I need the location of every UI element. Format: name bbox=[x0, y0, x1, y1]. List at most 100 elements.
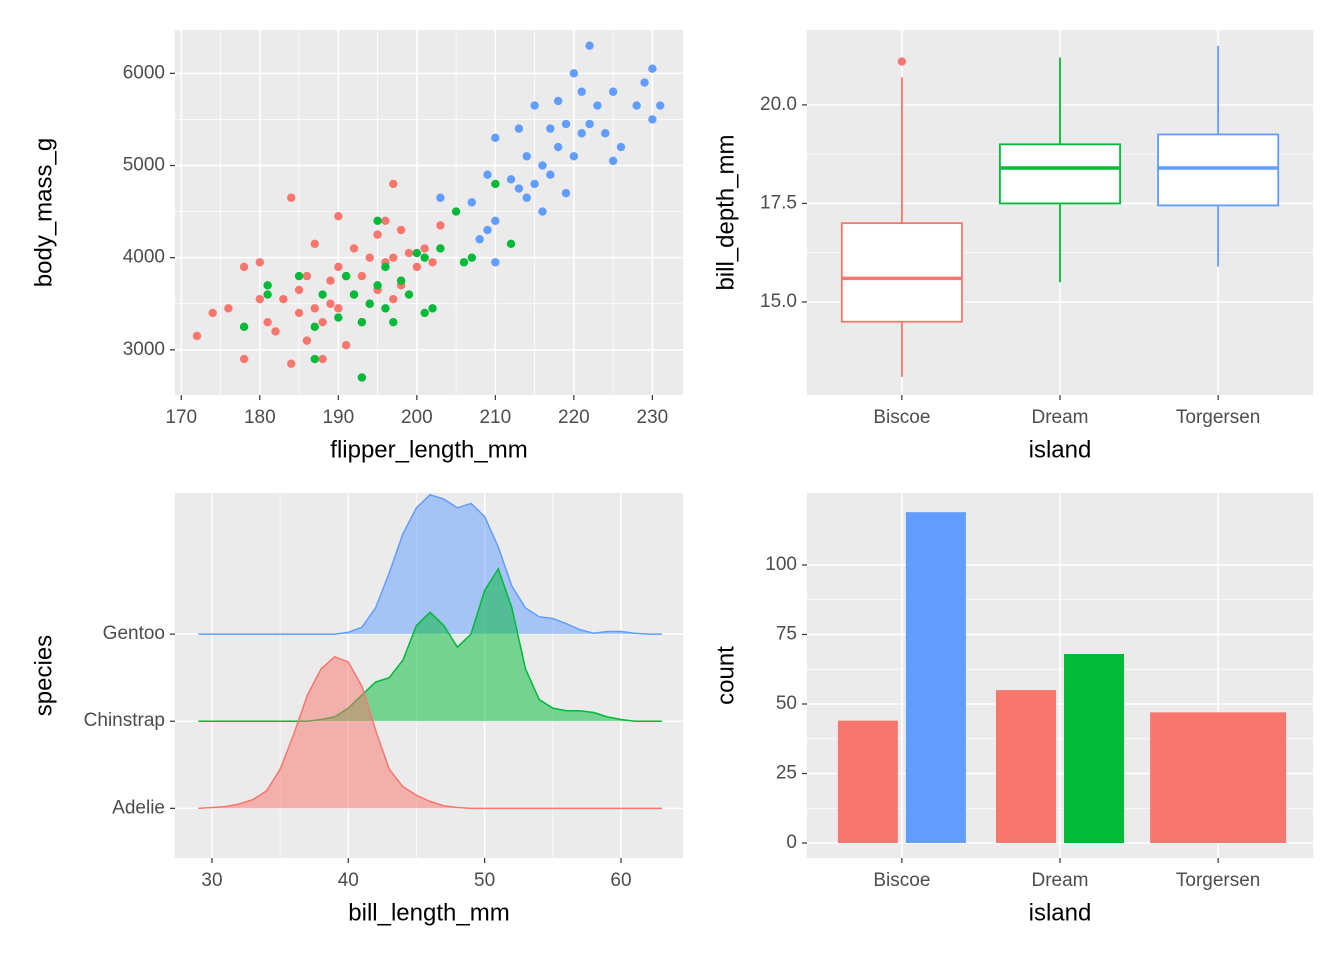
point bbox=[514, 184, 524, 193]
point bbox=[239, 322, 249, 331]
y-axis-title: bill_depth_mm bbox=[712, 134, 739, 290]
y-tick-label: 5000 bbox=[123, 155, 165, 176]
x-axis-title: island bbox=[1029, 899, 1092, 926]
x-tick-label: 30 bbox=[201, 870, 222, 891]
y-tick-label: 17.5 bbox=[760, 192, 797, 213]
point bbox=[459, 258, 469, 267]
point bbox=[255, 258, 264, 267]
point bbox=[522, 193, 531, 202]
point bbox=[420, 253, 429, 262]
y-tick-label: 75 bbox=[776, 624, 797, 645]
density-line bbox=[198, 493, 662, 635]
point bbox=[239, 354, 249, 364]
y-tick-label: Gentoo bbox=[103, 623, 165, 644]
point bbox=[381, 216, 390, 225]
point bbox=[326, 276, 335, 285]
point bbox=[334, 211, 343, 221]
point bbox=[271, 327, 280, 336]
point bbox=[263, 317, 272, 327]
point bbox=[616, 142, 626, 152]
point bbox=[326, 299, 335, 308]
density-line bbox=[198, 655, 662, 810]
point bbox=[318, 317, 327, 327]
bar bbox=[1064, 653, 1124, 843]
point bbox=[451, 207, 461, 216]
point bbox=[341, 271, 351, 281]
point bbox=[310, 239, 319, 249]
point bbox=[546, 170, 555, 179]
point bbox=[365, 299, 374, 308]
x-tick-label: 220 bbox=[558, 407, 590, 428]
y-tick-label: Chinstrap bbox=[84, 710, 165, 731]
x-tick-label: 200 bbox=[401, 407, 433, 428]
point bbox=[656, 101, 665, 110]
x-tick-label: Dream bbox=[1031, 870, 1088, 891]
point bbox=[294, 285, 304, 295]
point bbox=[239, 262, 249, 272]
point bbox=[263, 281, 272, 290]
point bbox=[357, 373, 367, 382]
box bbox=[999, 143, 1121, 205]
point bbox=[506, 239, 516, 249]
point bbox=[263, 290, 272, 299]
panel-background bbox=[175, 30, 683, 395]
point bbox=[365, 253, 374, 262]
point bbox=[577, 87, 586, 96]
x-tick-label: 50 bbox=[474, 870, 495, 891]
x-axis-title: flipper_length_mm bbox=[330, 436, 527, 463]
point bbox=[404, 290, 414, 299]
point bbox=[318, 290, 327, 299]
point bbox=[491, 216, 500, 225]
point bbox=[341, 341, 351, 350]
point bbox=[428, 258, 437, 267]
point bbox=[294, 308, 304, 318]
point bbox=[648, 64, 657, 73]
point bbox=[381, 262, 390, 272]
point bbox=[255, 294, 264, 304]
point bbox=[357, 271, 367, 281]
x-tick-label: Torgersen bbox=[1176, 407, 1261, 428]
point bbox=[349, 244, 359, 253]
point bbox=[491, 258, 500, 267]
y-axis-title: count bbox=[712, 646, 739, 705]
density-line bbox=[198, 567, 662, 722]
x-tick-label: Biscoe bbox=[873, 407, 930, 428]
point bbox=[389, 253, 398, 262]
point bbox=[467, 253, 476, 262]
x-tick-label: 180 bbox=[244, 407, 276, 428]
point bbox=[302, 336, 312, 345]
point bbox=[396, 225, 406, 235]
point bbox=[608, 87, 618, 96]
x-tick-label: 190 bbox=[322, 407, 354, 428]
point bbox=[483, 170, 492, 179]
point bbox=[467, 198, 476, 207]
point bbox=[389, 294, 398, 304]
point bbox=[506, 175, 516, 184]
y-tick-label: 15.0 bbox=[760, 291, 797, 312]
density-area bbox=[198, 494, 662, 635]
point bbox=[514, 124, 524, 133]
point bbox=[349, 290, 359, 299]
y-tick-label: 4000 bbox=[123, 247, 165, 268]
point bbox=[334, 313, 343, 322]
point bbox=[483, 225, 492, 235]
point bbox=[436, 193, 445, 202]
y-tick-label: 0 bbox=[786, 832, 797, 853]
point bbox=[412, 248, 422, 258]
x-tick-label: 60 bbox=[610, 870, 631, 891]
point bbox=[522, 152, 531, 161]
y-axis-title: body_mass_g bbox=[30, 138, 57, 287]
point bbox=[381, 304, 390, 313]
point bbox=[208, 308, 217, 318]
point bbox=[553, 96, 563, 106]
point bbox=[302, 271, 312, 281]
y-tick-label: 3000 bbox=[123, 339, 165, 360]
point bbox=[530, 179, 539, 189]
point bbox=[318, 354, 327, 364]
point bbox=[593, 101, 602, 110]
y-tick-label: 6000 bbox=[123, 62, 165, 83]
point bbox=[279, 294, 288, 304]
point bbox=[224, 304, 233, 313]
point bbox=[608, 156, 618, 166]
